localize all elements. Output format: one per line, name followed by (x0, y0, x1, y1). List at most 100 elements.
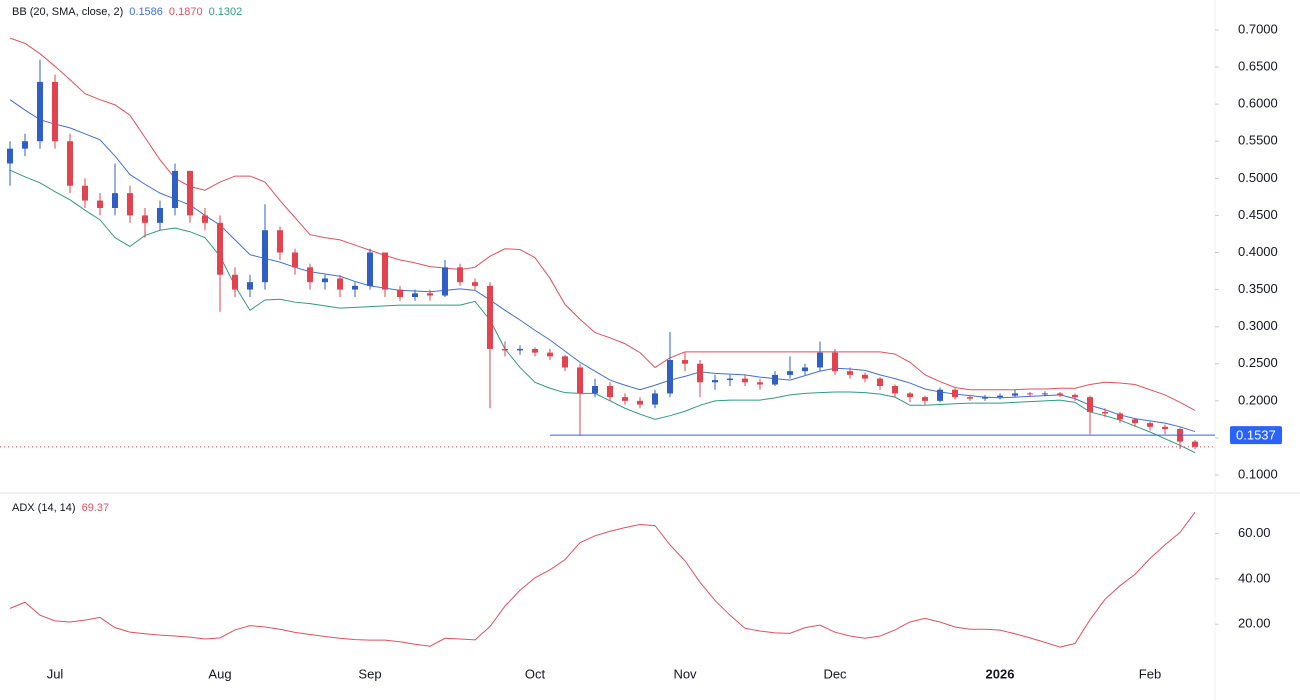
candle-body (712, 380, 718, 383)
y-tick-label: 0.4000 (1238, 244, 1278, 259)
candle-body (502, 348, 508, 351)
candle-body (457, 267, 463, 283)
candle-body (1087, 397, 1093, 412)
candle-body (1132, 419, 1138, 424)
candle-body (337, 278, 343, 290)
candle-body (952, 389, 958, 398)
candle-body (262, 230, 268, 283)
price-line-label: 0.1537 (1236, 428, 1276, 443)
candle-body (187, 170, 193, 216)
candle-body (937, 389, 943, 401)
candle-body (202, 215, 208, 223)
candle-body (382, 252, 388, 290)
candle-body (817, 352, 823, 368)
y-tick-label: 20.00 (1238, 616, 1271, 631)
x-tick-label: Sep (358, 666, 381, 681)
candle-body (982, 397, 988, 399)
candle-body (577, 367, 583, 394)
candle-body (1057, 393, 1063, 395)
x-tick-label: Dec (823, 666, 847, 681)
candle-body (1117, 413, 1123, 420)
y-tick-label: 60.00 (1238, 525, 1271, 540)
legend-value: 0.1586 (129, 6, 163, 18)
candle-body (667, 360, 673, 394)
candle-body (727, 378, 733, 381)
candle-body (487, 285, 493, 349)
candle-body (862, 374, 868, 379)
candle-body (682, 360, 688, 364)
candle-body (217, 222, 223, 275)
y-tick-label: 0.4500 (1238, 207, 1278, 222)
candle-body (397, 289, 403, 297)
y-tick-label: 0.6000 (1238, 96, 1278, 111)
candle-body (757, 382, 763, 385)
candle-body (772, 374, 778, 385)
candle-body (367, 252, 373, 286)
band-line (9, 37, 1196, 411)
y-tick-label: 0.3500 (1238, 281, 1278, 296)
candle-body (832, 352, 838, 372)
candle-body (1162, 426, 1168, 430)
legend-value: 69.37 (82, 502, 110, 514)
candle-body (292, 252, 298, 268)
x-tick-label: Feb (1139, 666, 1161, 681)
candle-body (1042, 393, 1048, 395)
candle-body (412, 293, 418, 297)
candle-body (892, 386, 898, 394)
band-line (9, 169, 1196, 454)
y-tick-label: 0.1000 (1238, 466, 1278, 481)
candle-body (307, 267, 313, 283)
indicator-line (9, 512, 1196, 648)
x-tick-label: Oct (525, 666, 546, 681)
candle-body (7, 148, 13, 164)
candle-body (742, 378, 748, 383)
candle-body (532, 348, 538, 353)
candle-body (247, 282, 253, 290)
candle-body (112, 193, 118, 208)
candle-body (472, 282, 478, 286)
candle-body (622, 397, 628, 401)
candle-body (907, 393, 913, 398)
candle-body (1147, 423, 1153, 427)
candle-body (52, 81, 58, 142)
y-tick-label: 0.3000 (1238, 318, 1278, 333)
candle-body (877, 378, 883, 387)
candle-body (1027, 393, 1033, 395)
x-tick-label: Aug (208, 666, 231, 681)
candle-body (127, 193, 133, 216)
y-tick-label: 0.2000 (1238, 392, 1278, 407)
candle-body (922, 397, 928, 401)
candle-body (442, 267, 448, 296)
candle-body (22, 141, 28, 149)
legend-label: ADX (14, 14) (12, 502, 76, 514)
candle-body (517, 348, 523, 351)
candle-body (172, 170, 178, 208)
y-tick-label: 0.5000 (1238, 170, 1278, 185)
legend-value: 0.1870 (169, 6, 203, 18)
x-tick-label: 2026 (986, 666, 1015, 681)
candle-body (352, 285, 358, 290)
candle-body (232, 274, 238, 290)
y-tick-label: 0.2500 (1238, 355, 1278, 370)
candle-body (37, 81, 43, 142)
candle-body (652, 393, 658, 405)
y-tick-label: 0.5500 (1238, 133, 1278, 148)
candle-body (1072, 394, 1078, 398)
x-tick-label: Jul (47, 666, 64, 681)
candle-body (157, 207, 163, 223)
candle-body (547, 352, 553, 357)
candle-body (607, 386, 613, 398)
candle-body (427, 293, 433, 296)
y-tick-label: 0.6500 (1238, 58, 1278, 73)
candle-body (802, 367, 808, 372)
band-line (9, 99, 1196, 433)
candle-body (562, 356, 568, 368)
candle-body (697, 363, 703, 383)
legend-label: BB (20, SMA, close, 2) (12, 6, 123, 18)
candle-body (592, 386, 598, 394)
x-tick-label: Nov (673, 666, 697, 681)
candle-body (997, 395, 1003, 398)
candle-body (1192, 441, 1198, 447)
candle-body (1012, 393, 1018, 396)
